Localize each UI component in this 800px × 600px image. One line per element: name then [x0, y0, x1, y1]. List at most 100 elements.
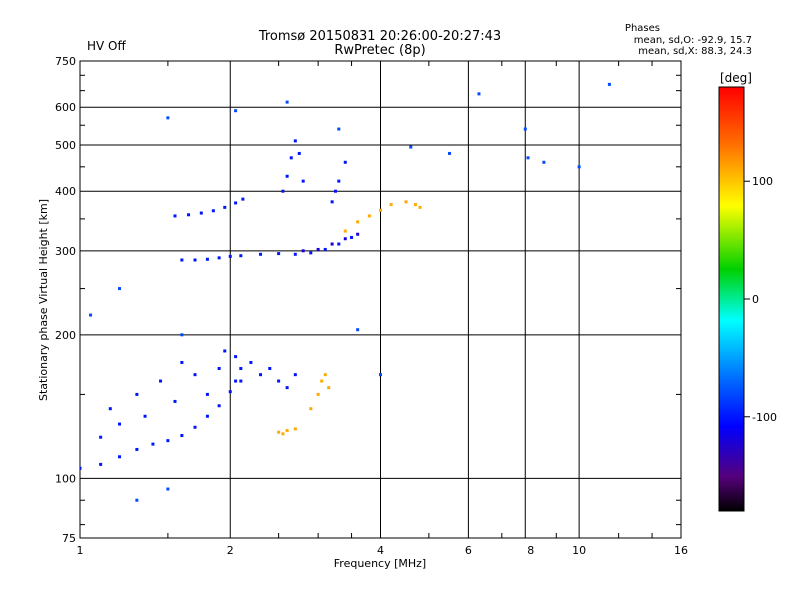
data-point	[285, 100, 289, 104]
data-point	[379, 373, 382, 377]
y-tick-label: 500	[55, 139, 76, 152]
data-point	[173, 399, 177, 403]
data-point	[409, 145, 413, 149]
y-tick-label: 400	[55, 185, 76, 198]
data-point	[249, 360, 253, 364]
data-point	[448, 151, 452, 155]
data-point	[241, 197, 245, 201]
data-point	[135, 498, 139, 502]
data-point	[223, 349, 227, 353]
grid-lines	[80, 61, 681, 538]
data-point	[526, 156, 530, 160]
data-point	[80, 466, 82, 470]
data-point	[180, 258, 184, 262]
data-point	[193, 258, 197, 262]
data-point	[143, 414, 147, 418]
data-point	[268, 366, 272, 370]
data-point	[234, 355, 238, 359]
data-point	[166, 116, 170, 120]
colorbar-label: [deg]	[720, 71, 752, 85]
data-point	[205, 257, 209, 261]
data-point	[239, 254, 243, 258]
colorbar-tick-label: -100	[752, 411, 777, 424]
colorbar-tick-label: 100	[752, 175, 773, 188]
x-tick-label: 4	[377, 544, 384, 557]
data-point	[418, 205, 422, 209]
data-point	[228, 390, 232, 394]
data-point	[277, 430, 281, 434]
data-point	[166, 439, 170, 443]
data-point	[108, 407, 112, 411]
data-point	[217, 256, 221, 260]
colorbar-ticks: 100 0 -100	[744, 175, 777, 424]
data-point	[293, 427, 297, 431]
data-point	[277, 252, 281, 256]
colorbar-tick-label: 0	[752, 293, 759, 306]
data-point	[343, 160, 347, 164]
data-point	[228, 254, 232, 258]
data-point	[343, 237, 347, 241]
data-point	[187, 213, 191, 217]
data-point	[327, 386, 331, 390]
data-point	[343, 229, 347, 233]
colorbar	[718, 86, 745, 512]
data-point	[173, 214, 177, 218]
data-point	[404, 200, 408, 204]
data-point	[239, 379, 243, 383]
data-point	[166, 487, 170, 491]
data-point	[217, 404, 221, 408]
data-point	[523, 127, 527, 131]
data-point	[99, 435, 103, 439]
y-tick-labels: 75 100 200 300 400 500 600 750	[55, 55, 76, 545]
data-point	[99, 462, 103, 466]
data-point	[205, 414, 209, 418]
data-point	[289, 156, 293, 160]
data-point	[323, 247, 327, 251]
chart-subtitle: RwPretec (8p)	[334, 43, 425, 58]
data-point	[193, 425, 197, 429]
y-tick-label: 750	[55, 55, 76, 68]
x-tick-labels: 1 2 4 6 8 10 16	[77, 544, 689, 557]
data-point	[330, 242, 334, 246]
y-tick-label: 300	[55, 245, 76, 258]
data-point	[337, 179, 341, 183]
data-point	[379, 208, 382, 212]
phases-o-stats: mean, sd,O: -92.9, 15.7	[634, 35, 752, 46]
data-point	[309, 407, 313, 411]
data-point	[285, 174, 289, 178]
x-tick-label: 2	[227, 544, 234, 557]
x-tick-label: 6	[465, 544, 472, 557]
x-tick-label: 1	[77, 544, 84, 557]
data-point	[301, 179, 305, 183]
data-points	[80, 82, 611, 502]
data-point	[180, 434, 184, 438]
data-point	[350, 235, 354, 239]
data-point	[180, 360, 184, 364]
data-point	[205, 392, 209, 396]
data-point	[337, 242, 341, 246]
data-point	[293, 139, 297, 143]
data-point	[285, 429, 289, 433]
data-point	[193, 373, 197, 377]
data-point	[542, 160, 546, 164]
phases-x-stats: mean, sd,X: 88.3, 24.3	[638, 46, 752, 57]
data-point	[277, 379, 281, 383]
data-point	[259, 373, 263, 377]
hv-status-label: HV Off	[87, 39, 126, 53]
data-point	[356, 328, 360, 332]
data-point	[323, 373, 327, 377]
y-tick-label: 600	[55, 101, 76, 114]
data-point	[333, 189, 337, 193]
data-point	[330, 200, 334, 204]
minor-ticks	[80, 61, 681, 538]
data-point	[239, 366, 243, 370]
data-point	[477, 92, 481, 96]
data-point	[293, 373, 297, 377]
data-point	[285, 386, 289, 390]
data-point	[118, 287, 122, 291]
data-point	[293, 252, 297, 256]
x-tick-label: 10	[572, 544, 586, 557]
data-point	[320, 379, 324, 383]
data-point	[316, 392, 320, 396]
